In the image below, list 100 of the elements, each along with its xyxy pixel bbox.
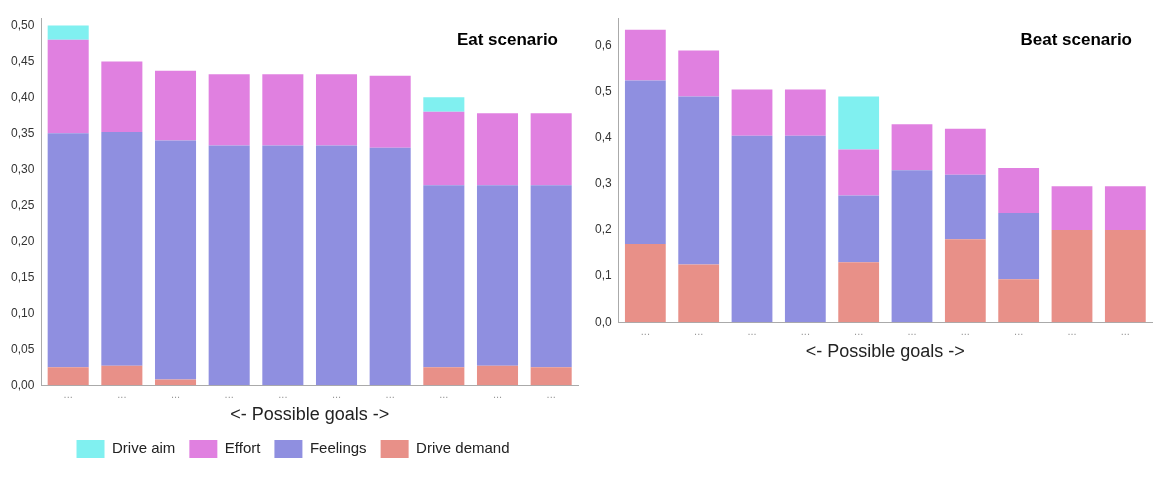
y-tick-label: 0,25 <box>11 197 35 212</box>
x-tick-label: ... <box>117 387 127 400</box>
y-tick-label: 0,6 <box>594 38 612 53</box>
y-tick-label: 0,35 <box>11 125 35 140</box>
y-tick-label: 0,45 <box>11 53 35 68</box>
legend-label: Drive demand <box>416 439 510 457</box>
bar <box>838 262 880 323</box>
x-tick-label: ... <box>331 387 342 400</box>
bar <box>1104 186 1146 231</box>
bar <box>838 149 880 196</box>
bar <box>476 365 519 386</box>
bar <box>731 89 773 136</box>
bar <box>47 367 89 386</box>
x-tick-label: ... <box>640 324 650 337</box>
bar <box>369 75 411 148</box>
bar <box>476 185 519 366</box>
bar <box>838 195 880 263</box>
x-axis-title: <- Possible goals -> <box>805 341 965 362</box>
y-tick-label: 0,5 <box>594 84 612 99</box>
x-tick-label: ... <box>224 387 234 400</box>
x-tick-label: ... <box>1120 324 1130 337</box>
bar <box>423 185 465 368</box>
bar <box>530 367 572 386</box>
y-tick-label: 0,05 <box>11 341 35 356</box>
x-tick-label: ... <box>747 324 757 337</box>
bar <box>423 111 465 186</box>
bar <box>101 61 143 132</box>
legend-label: Effort <box>224 439 262 457</box>
bar <box>891 170 933 323</box>
bar <box>944 174 986 240</box>
bar <box>476 113 519 186</box>
bar <box>731 135 773 323</box>
bar <box>998 279 1040 323</box>
bar <box>154 70 197 141</box>
bar <box>315 145 358 386</box>
bar <box>530 185 572 368</box>
y-tick-label: 0,30 <box>11 161 35 176</box>
bar <box>101 365 143 386</box>
bar <box>423 367 465 386</box>
x-tick-label: ... <box>278 387 288 400</box>
x-tick-label: ... <box>960 324 970 337</box>
bar <box>208 145 250 386</box>
bar <box>262 74 304 146</box>
y-tick-label: 0,1 <box>594 268 612 283</box>
bar <box>944 128 986 175</box>
y-tick-label: 0,20 <box>11 233 35 248</box>
bar <box>47 25 89 40</box>
bar <box>944 239 986 323</box>
bar <box>154 140 197 380</box>
bar <box>423 97 465 112</box>
y-tick-label: 0,40 <box>11 89 35 104</box>
y-tick-label: 0,10 <box>11 305 35 320</box>
text: Beat scenario <box>1020 30 1132 50</box>
bar <box>315 74 358 146</box>
x-tick-label: ... <box>907 324 917 337</box>
bar <box>369 147 411 386</box>
bar <box>47 133 89 368</box>
y-tick-label: 0,15 <box>11 269 35 284</box>
bar <box>678 264 720 323</box>
x-tick-label: ... <box>439 387 449 400</box>
x-tick-label: ... <box>385 387 395 400</box>
bar <box>624 243 666 323</box>
bar <box>1051 186 1093 231</box>
x-tick-label: ... <box>63 387 73 400</box>
legend-label: Drive aim <box>112 439 176 457</box>
x-tick-label: ... <box>1067 324 1077 337</box>
bar <box>208 74 250 146</box>
bar <box>998 213 1040 280</box>
bar <box>154 379 197 386</box>
y-tick-label: 0,00 <box>11 377 35 392</box>
x-tick-label: ... <box>800 324 810 337</box>
bar <box>1051 230 1093 323</box>
y-tick-label: 0,0 <box>594 314 612 329</box>
x-tick-label: ... <box>854 324 864 337</box>
x-tick-label: ... <box>170 387 181 400</box>
x-tick-label: ... <box>546 387 556 400</box>
bar <box>47 39 89 134</box>
x-tick-label: ... <box>492 387 503 400</box>
bar <box>624 80 666 244</box>
bar <box>784 135 826 323</box>
x-axis-title: <- Possible goals -> <box>230 404 390 425</box>
y-tick-label: 0,2 <box>594 222 612 237</box>
text: Eat scenario <box>456 30 558 50</box>
y-tick-label: 0,50 <box>11 17 35 32</box>
x-tick-label: ... <box>694 324 704 337</box>
bar <box>101 131 143 366</box>
legend-label: Feelings <box>309 439 367 457</box>
bar <box>530 113 572 186</box>
bar <box>678 50 720 97</box>
bar <box>624 29 666 81</box>
bar <box>678 96 720 265</box>
y-tick-label: 0,3 <box>594 176 612 191</box>
bar <box>262 145 304 386</box>
x-tick-label: ... <box>1014 324 1024 337</box>
bar <box>998 167 1040 214</box>
bar <box>784 89 826 136</box>
y-tick-label: 0,4 <box>594 130 612 145</box>
bar <box>1104 230 1146 323</box>
bar <box>891 124 933 171</box>
bar <box>838 96 880 150</box>
